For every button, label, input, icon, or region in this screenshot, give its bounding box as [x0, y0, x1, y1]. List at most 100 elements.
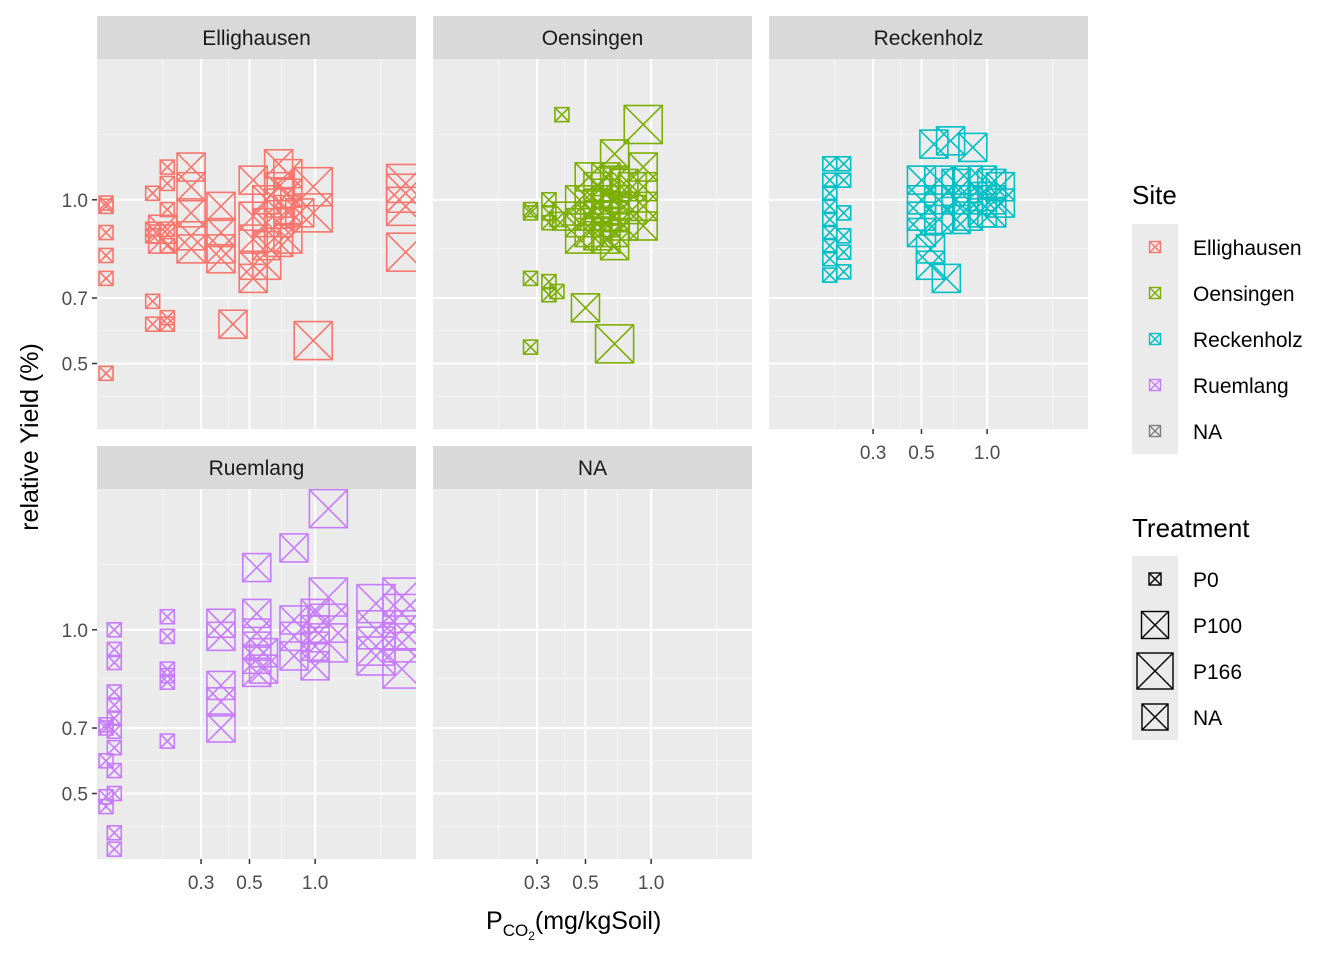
data-point [941, 204, 971, 235]
data-point [915, 250, 946, 281]
data-point [541, 286, 557, 303]
data-point [206, 191, 236, 222]
facet-oensingen: Oensingen [433, 16, 752, 429]
panel-background [769, 59, 1088, 429]
data-point [541, 191, 557, 208]
facet-strip-label: NA [578, 457, 607, 480]
data-points [822, 126, 1016, 294]
treatment-legend: Treatment P0 P100 P166 NA [1132, 513, 1250, 740]
site-legend-key [1148, 286, 1162, 300]
data-points [98, 148, 416, 382]
facet-strip-label: Ellighausen [202, 27, 311, 50]
x-tick-label: 0.3 [524, 873, 550, 894]
data-point [835, 172, 852, 188]
data-point [206, 713, 236, 743]
facet-strip [433, 446, 752, 489]
data-point [522, 205, 539, 221]
data-point [241, 552, 272, 583]
x-axis-title: PCO2(mg/kgSoil) [486, 907, 661, 943]
data-point [106, 723, 123, 740]
data-point [159, 159, 176, 175]
data-point [206, 243, 236, 274]
data-point [98, 720, 114, 736]
data-point [248, 637, 279, 668]
data-points [98, 489, 416, 857]
facet-strip [97, 446, 416, 489]
data-point [241, 657, 272, 688]
site-legend-label: NA [1193, 421, 1222, 444]
data-point [822, 185, 838, 202]
data-point [835, 228, 852, 244]
data-point [835, 244, 852, 260]
data-point [206, 670, 236, 701]
data-point [106, 841, 123, 857]
x-tick-label: 0.3 [860, 443, 886, 464]
data-point [106, 762, 123, 779]
data-point [106, 785, 123, 802]
data-point [570, 293, 601, 323]
x-tick-label: 0.5 [908, 443, 934, 464]
x-tick-label: 1.0 [638, 873, 664, 894]
data-point [98, 798, 114, 815]
data-point [106, 621, 123, 638]
data-point [594, 324, 635, 364]
data-point [835, 205, 852, 221]
treatment-legend-item: P0 [1148, 569, 1219, 592]
data-point [522, 339, 539, 355]
data-point [263, 227, 294, 258]
x-axis-title-unit: (mg/kgSoil) [535, 907, 661, 935]
data-point [382, 649, 416, 689]
data-point [206, 217, 236, 248]
data-point [279, 641, 309, 671]
panel-background [97, 59, 416, 429]
data-point [541, 273, 557, 290]
data-point [106, 739, 123, 756]
site-legend-key [1148, 240, 1162, 254]
data-point [835, 155, 852, 172]
y-tick-label: 0.7 [62, 289, 88, 310]
data-point [931, 263, 962, 294]
treatment-legend-key [1141, 703, 1169, 731]
facet-strip [97, 16, 416, 59]
x-axis-title-base: P [486, 907, 503, 935]
data-point [159, 733, 176, 749]
data-point [98, 224, 114, 241]
site-legend-key [1148, 332, 1162, 346]
site-legend-item: NA [1148, 421, 1222, 444]
data-point [248, 654, 279, 684]
facet-strip-label: Ruemlang [209, 457, 305, 480]
treatment-legend-label: P100 [1193, 615, 1242, 638]
x-tick-label: 0.3 [188, 873, 214, 894]
x-tick-label: 1.0 [302, 873, 328, 894]
data-point [176, 234, 206, 264]
treatment-legend-item: P166 [1136, 652, 1242, 690]
y-tick-label: 0.7 [62, 719, 88, 740]
data-point [106, 710, 123, 727]
data-point [958, 132, 988, 163]
data-point [915, 234, 946, 264]
treatment-legend-label: NA [1193, 707, 1222, 730]
facet-na: NA 0.3 0.5 1.0 [433, 446, 752, 894]
data-point [967, 181, 998, 212]
data-point [159, 175, 176, 192]
data-point [159, 608, 176, 625]
data-point [106, 825, 123, 841]
site-legend-label: Reckenholz [1193, 329, 1303, 352]
site-legend-title: Site [1132, 180, 1177, 210]
treatment-legend-key [1136, 652, 1174, 690]
data-point [273, 194, 303, 225]
data-point [98, 752, 114, 769]
data-point [623, 104, 664, 145]
y-axis-title: relative Yield (%) [16, 343, 44, 531]
site-legend-item: Oensingen [1148, 283, 1295, 306]
data-point [159, 316, 176, 333]
data-point [106, 654, 123, 671]
data-point [522, 270, 539, 287]
data-point [106, 684, 123, 700]
x-tick-label: 0.5 [236, 873, 262, 894]
data-point [549, 283, 565, 300]
data-point [98, 270, 114, 287]
y-tick-label: 0.5 [62, 785, 88, 806]
data-point [300, 651, 330, 681]
treatment-legend-item: NA [1141, 703, 1222, 731]
